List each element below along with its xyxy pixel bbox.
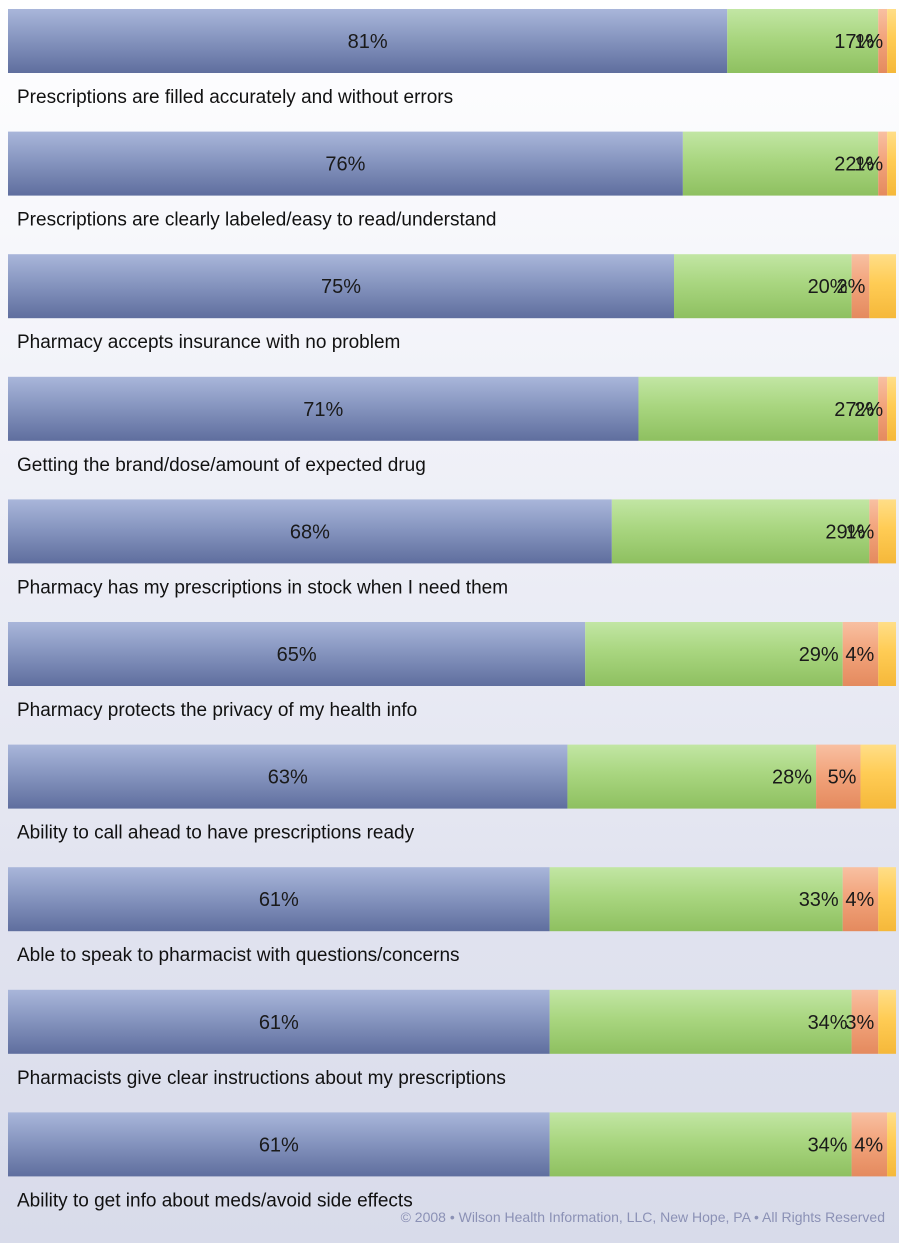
bar-segment-2 (549, 989, 852, 1054)
bar-segment-4 (887, 131, 896, 196)
data-label: 17% (834, 31, 874, 53)
bar-segment-3 (816, 744, 861, 809)
bar-row: 75% 20%2% Pharmacy accepts insurance with … (8, 254, 896, 353)
bar-segment-4 (869, 254, 896, 319)
bar-segment-2 (682, 131, 879, 196)
data-label: 1% (845, 521, 874, 543)
data-label: 1% (854, 154, 883, 176)
bar-segment-4 (887, 9, 896, 73)
bar-segment-3 (869, 499, 879, 564)
bar-segment-4 (887, 376, 896, 441)
data-label: 81% (348, 31, 388, 53)
bar-segment-1 (8, 867, 550, 932)
bar-segment-1 (8, 131, 683, 196)
bar-segment-1 (8, 1112, 550, 1177)
bar-segment-1 (8, 744, 568, 809)
data-label: 2% (836, 276, 865, 298)
data-label: 61% (259, 889, 299, 911)
bar-segment-3 (851, 1112, 888, 1177)
bar-segment-1 (8, 622, 586, 686)
bar-segment-3 (851, 254, 870, 319)
bar-row: 61% 33% 4% Able to speak to pharmacist with… (8, 867, 896, 966)
category-label: Pharmacists give clear instructions abou… (17, 1068, 506, 1089)
bar-segment-4 (887, 1112, 896, 1177)
category-label: Ability to call ahead to have prescripti… (17, 823, 415, 844)
bar-segment-4 (860, 744, 896, 809)
bar-segment-2 (674, 254, 852, 319)
category-label: Prescriptions are filled accurately and … (17, 87, 453, 108)
copyright-notice: © 2008 • Wilson Health Information, LLC,… (400, 1209, 885, 1225)
data-label: 33% (799, 889, 839, 911)
data-label: 61% (259, 1134, 299, 1156)
bar-segment-3 (878, 131, 888, 196)
bar-segment-2 (638, 376, 879, 441)
bar-row: 81% 17%1% Prescriptions are filled accurat… (8, 9, 896, 108)
data-label: 2% (854, 399, 883, 421)
bar-segment-4 (878, 499, 896, 564)
bar-segment-3 (842, 867, 879, 932)
bar-segment-4 (878, 622, 896, 686)
data-label: 68% (290, 521, 330, 543)
category-label: Able to speak to pharmacist with questio… (17, 945, 460, 966)
bar-segment-2 (611, 499, 870, 564)
data-label: 75% (321, 276, 361, 298)
bar-segment-4 (878, 867, 896, 932)
bar-segment-1 (8, 376, 639, 441)
bar-row: 65% 29% 4% Pharmacy protects the privacy of… (8, 622, 896, 721)
category-label: Pharmacy protects the privacy of my heal… (17, 700, 417, 721)
bar-segment-2 (549, 867, 843, 932)
data-label: 4% (845, 889, 874, 911)
bar-segment-1 (8, 9, 728, 73)
data-label: 34% (808, 1012, 848, 1034)
data-label: 27% (834, 399, 874, 421)
data-label: 63% (268, 767, 308, 789)
category-label: Pharmacy has my prescriptions in stock w… (17, 577, 508, 598)
data-label: 20% (808, 276, 848, 298)
data-label: 29% (799, 644, 839, 666)
data-label: 76% (325, 154, 365, 176)
bar-segment-2 (727, 9, 879, 73)
data-label: 29% (825, 521, 865, 543)
bar-segment-3 (842, 622, 879, 686)
bar-segment-2 (585, 622, 843, 686)
data-label: 3% (845, 1012, 874, 1034)
bar-row: 71% 27%2% Getting the brand/dose/amount of… (8, 376, 896, 476)
category-label: Prescriptions are clearly labeled/easy t… (17, 210, 497, 231)
bar-segment-2 (549, 1112, 852, 1177)
bar-segment-3 (851, 989, 879, 1054)
bar-segment-1 (8, 499, 612, 564)
data-label: 5% (828, 767, 857, 789)
bar-segment-2 (567, 744, 817, 809)
bar-segment-1 (8, 254, 674, 319)
data-label: 4% (854, 1134, 883, 1156)
data-label: 1% (854, 31, 883, 53)
category-label: Pharmacy accepts insurance with no probl… (17, 332, 400, 353)
bar-row: 76% 22%1% Prescriptions are clearly labele… (8, 131, 896, 231)
data-label: 22% (834, 154, 874, 176)
data-label: 4% (845, 644, 874, 666)
bar-row: 61% 34%3% Pharmacists give clear instructi… (8, 989, 896, 1089)
bar-row: 63% 28% 5% Ability to call ahead to have pr… (8, 744, 896, 844)
bar-segment-3 (878, 9, 888, 73)
data-label: 61% (259, 1012, 299, 1034)
data-label: 28% (772, 767, 812, 789)
category-label: Ability to get info about meds/avoid sid… (17, 1190, 413, 1211)
category-label: Getting the brand/dose/amount of expecte… (17, 455, 426, 476)
bar-segment-1 (8, 989, 550, 1054)
bar-segment-4 (878, 989, 896, 1054)
data-label: 34% (808, 1134, 848, 1156)
data-label: 71% (303, 399, 343, 421)
data-label: 65% (277, 644, 317, 666)
bar-row: 61% 34% 4% Ability to get info about meds/a… (8, 1112, 896, 1211)
bar-row: 68% 29%1% Pharmacy has my prescriptions in… (8, 499, 896, 598)
bar-segment-3 (878, 376, 888, 441)
